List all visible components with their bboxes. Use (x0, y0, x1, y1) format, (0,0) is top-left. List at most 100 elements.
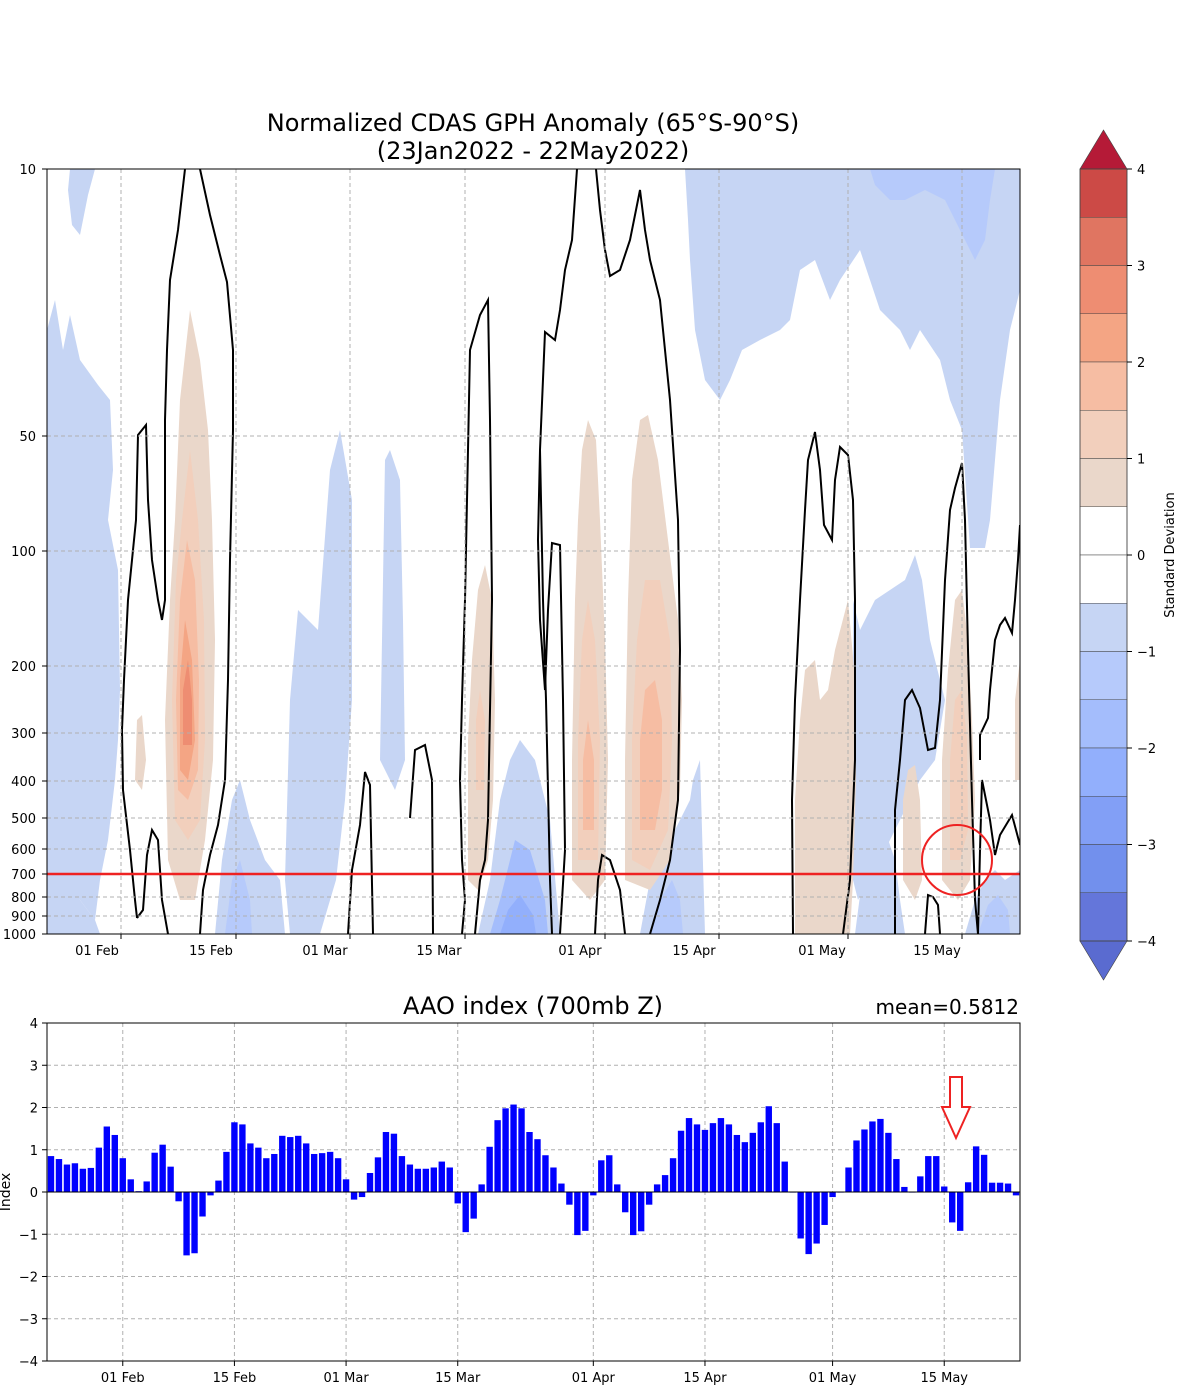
x-tick-label: 01 Mar (302, 944, 348, 959)
aao-bar (167, 1166, 174, 1192)
x-tick-label: 01 Feb (101, 1371, 145, 1386)
aao-bar (773, 1123, 780, 1192)
aao-bar (414, 1168, 422, 1192)
colorbar-tick-label: −2 (1137, 742, 1156, 757)
aao-bar (334, 1158, 342, 1192)
y-tick-label: 2 (30, 1102, 38, 1117)
aao-bar (518, 1108, 525, 1192)
aao-bar (813, 1192, 820, 1244)
aao-bar (606, 1155, 613, 1192)
aao-bar (749, 1132, 757, 1192)
top-plot-area (46, 168, 1021, 935)
aao-bar (526, 1132, 533, 1192)
colorbar-segment (1079, 265, 1128, 314)
aao-bar (382, 1132, 390, 1192)
colorbar-segment (1079, 313, 1128, 363)
aao-bar (79, 1168, 87, 1192)
colorbar-segment (1079, 506, 1128, 556)
pos-region-apr-a3 (583, 720, 594, 830)
colorbar-ticks: 4 3 2 1 0 −1 −2 −3 −4 (1127, 163, 1156, 950)
aao-bar (558, 1183, 565, 1192)
colorbar-segment (1079, 361, 1128, 411)
aao-bar (454, 1192, 461, 1204)
colorbar-tick-label: 4 (1137, 163, 1145, 178)
x-tick-label: 15 Feb (213, 1371, 257, 1386)
x-tick-label: 15 Feb (189, 944, 233, 959)
aao-bar (430, 1167, 437, 1192)
aao-bar (295, 1135, 302, 1192)
neg-region-right-mid (853, 555, 945, 900)
neg-region-mar (285, 430, 352, 934)
y-tick-label: 900 (11, 910, 36, 925)
aao-bar (717, 1118, 725, 1192)
aao-bar (941, 1186, 948, 1192)
aao-bar (310, 1153, 318, 1192)
aao-bar (861, 1129, 868, 1192)
x-tick-label: 15 Mar (435, 1371, 481, 1386)
aao-bar (486, 1146, 493, 1192)
y-tick-label: −4 (19, 1355, 38, 1370)
aao-bar (765, 1106, 772, 1192)
aao-bar (614, 1184, 621, 1192)
aao-bar (534, 1139, 541, 1192)
aao-bar (701, 1129, 709, 1192)
x-tick-label: 01 May (798, 944, 846, 959)
aao-bar (366, 1172, 374, 1192)
aao-bar (462, 1192, 469, 1233)
y-tick-label: 300 (11, 727, 36, 742)
x-tick-label: 01 Apr (572, 1371, 616, 1386)
colorbar-segment (1079, 410, 1128, 459)
colorbar-segment (1079, 458, 1128, 507)
aao-bar (980, 1154, 988, 1192)
aao-bar (693, 1124, 701, 1192)
aao-bar (87, 1167, 95, 1192)
aao-bar (223, 1151, 230, 1192)
colorbar-tick-label: 0 (1137, 549, 1145, 564)
aao-bar (350, 1192, 358, 1200)
colorbar-tick-label: 2 (1137, 356, 1145, 371)
down-arrow-marker (940, 1076, 972, 1141)
y-tick-label: 600 (11, 843, 36, 858)
aao-bar (685, 1118, 693, 1192)
aao-bar (590, 1192, 597, 1196)
pos-region-may-small (903, 765, 922, 900)
aao-bar (510, 1104, 517, 1192)
neg-region-right-dark (870, 169, 995, 260)
bottom-x-axis: 01 Feb 15 Feb 01 Mar 15 Mar 01 Apr 15 Apr 01 M… (101, 1361, 968, 1386)
y-tick-label: 200 (11, 660, 36, 675)
aao-bar (996, 1182, 1004, 1192)
aao-bar (853, 1140, 860, 1192)
aao-bar (741, 1142, 749, 1192)
anomaly-field (47, 169, 1020, 934)
aao-bar (175, 1192, 182, 1202)
aao-bar (725, 1124, 733, 1192)
bottom-chart-title: AAO index (700mb Z) (403, 992, 663, 1020)
aao-bar (869, 1121, 876, 1192)
colorbar-segment (1079, 554, 1128, 604)
y-tick-label: 10 (19, 163, 36, 178)
y-tick-label: 500 (11, 812, 36, 827)
aao-bar (1004, 1183, 1012, 1192)
aao-bar (829, 1192, 836, 1198)
aao-bar (111, 1134, 118, 1192)
aao-bar (502, 1108, 509, 1192)
aao-bar (287, 1137, 294, 1192)
aao-bar (151, 1152, 158, 1192)
aao-bar (582, 1192, 589, 1231)
x-tick-label: 15 Apr (672, 944, 716, 959)
aao-bar (669, 1158, 677, 1192)
aao-bar (255, 1147, 262, 1192)
aao-bar (326, 1151, 334, 1192)
aao-bar (191, 1192, 198, 1254)
pos-region-feb-5 (183, 660, 192, 745)
aao-bar (821, 1192, 828, 1225)
neg-region-left-column (47, 300, 120, 920)
aao-bar (183, 1192, 190, 1256)
colorbar-segment (1079, 796, 1128, 845)
aao-bar (972, 1146, 980, 1192)
aao-bar (279, 1135, 286, 1192)
aao-bar (956, 1192, 964, 1231)
aao-bar (71, 1163, 79, 1192)
colorbar-tick-label: −3 (1137, 839, 1156, 854)
